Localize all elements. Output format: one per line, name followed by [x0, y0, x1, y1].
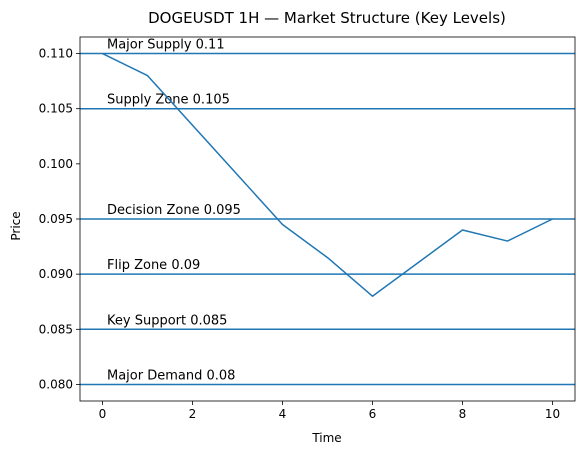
y-tick-label: 0.105	[39, 102, 73, 116]
y-axis-label: Price	[9, 211, 23, 240]
x-tick-label: 4	[279, 407, 287, 421]
level-label: Key Support 0.085	[107, 313, 227, 328]
price-series-line	[102, 52, 553, 297]
level-label: Major Supply 0.11	[107, 38, 225, 53]
y-tick-label: 0.095	[39, 212, 73, 226]
y-tick-label: 0.080	[39, 377, 73, 391]
tick-layer: 0 2 4 6 8 10 0.080 0.085 0.090 0.095 0.100 0.105 0.1…	[39, 47, 561, 421]
chart-title: DOGEUSDT 1H — Market Structure (Key Leve…	[148, 9, 506, 27]
y-tick-label: 0.110	[39, 47, 73, 61]
x-tick-label: 10	[545, 407, 560, 421]
level-label: Major Demand 0.08	[107, 368, 235, 383]
y-tick-label: 0.090	[39, 267, 73, 281]
level-label: Supply Zone 0.105	[107, 93, 230, 108]
x-tick-label: 6	[369, 407, 377, 421]
level-label: Decision Zone 0.095	[107, 203, 241, 218]
y-tick-label: 0.100	[39, 157, 73, 171]
x-tick-label: 2	[189, 407, 197, 421]
x-tick-label: 8	[459, 407, 467, 421]
x-axis-label: Time	[311, 431, 341, 445]
level-label: Flip Zone 0.09	[107, 258, 200, 273]
x-tick-label: 0	[99, 407, 107, 421]
plot-area: Major Supply 0.11 Supply Zone 0.105 Decisi…	[80, 38, 575, 386]
y-tick-label: 0.085	[39, 322, 73, 336]
